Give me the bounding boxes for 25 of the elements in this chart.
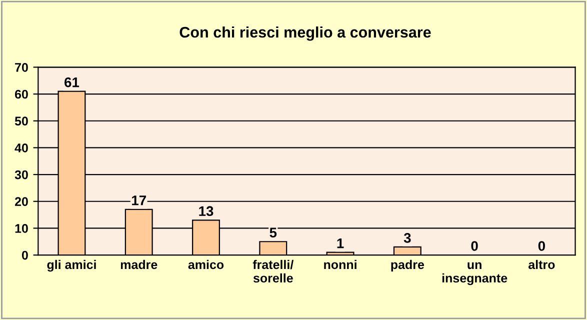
data-label: 0 (471, 241, 478, 251)
x-tick-label: madre (120, 260, 158, 270)
data-label: 61 (64, 77, 80, 88)
x-tick-label: altro (528, 260, 555, 270)
x-tick-label: fratelli/ sorelle (252, 260, 294, 283)
chart-title: Con chi riesci meglio a conversare (180, 26, 431, 41)
data-label: 3 (404, 233, 411, 243)
y-tick-label: 70 (15, 63, 28, 72)
data-label: 0 (538, 241, 545, 251)
x-tick-label: gli amici (47, 260, 96, 272)
x-tick-label: un insegnante (442, 262, 508, 286)
data-label: 1 (337, 238, 344, 248)
x-tick-label: padre (391, 260, 424, 272)
y-tick-label: 10 (15, 224, 28, 233)
data-label: 17 (132, 196, 146, 206)
x-tick-label: amico (188, 260, 224, 270)
y-tick-label: 40 (14, 144, 28, 152)
data-label: 13 (199, 206, 214, 216)
y-tick-label: 60 (14, 90, 28, 99)
y-tick-label: 50 (14, 116, 28, 126)
x-tick-label: nonni (324, 260, 356, 270)
y-tick-label: 0 (22, 250, 28, 260)
data-label: 5 (270, 228, 277, 238)
y-tick-label: 20 (14, 197, 28, 206)
y-tick-label: 30 (14, 170, 28, 180)
